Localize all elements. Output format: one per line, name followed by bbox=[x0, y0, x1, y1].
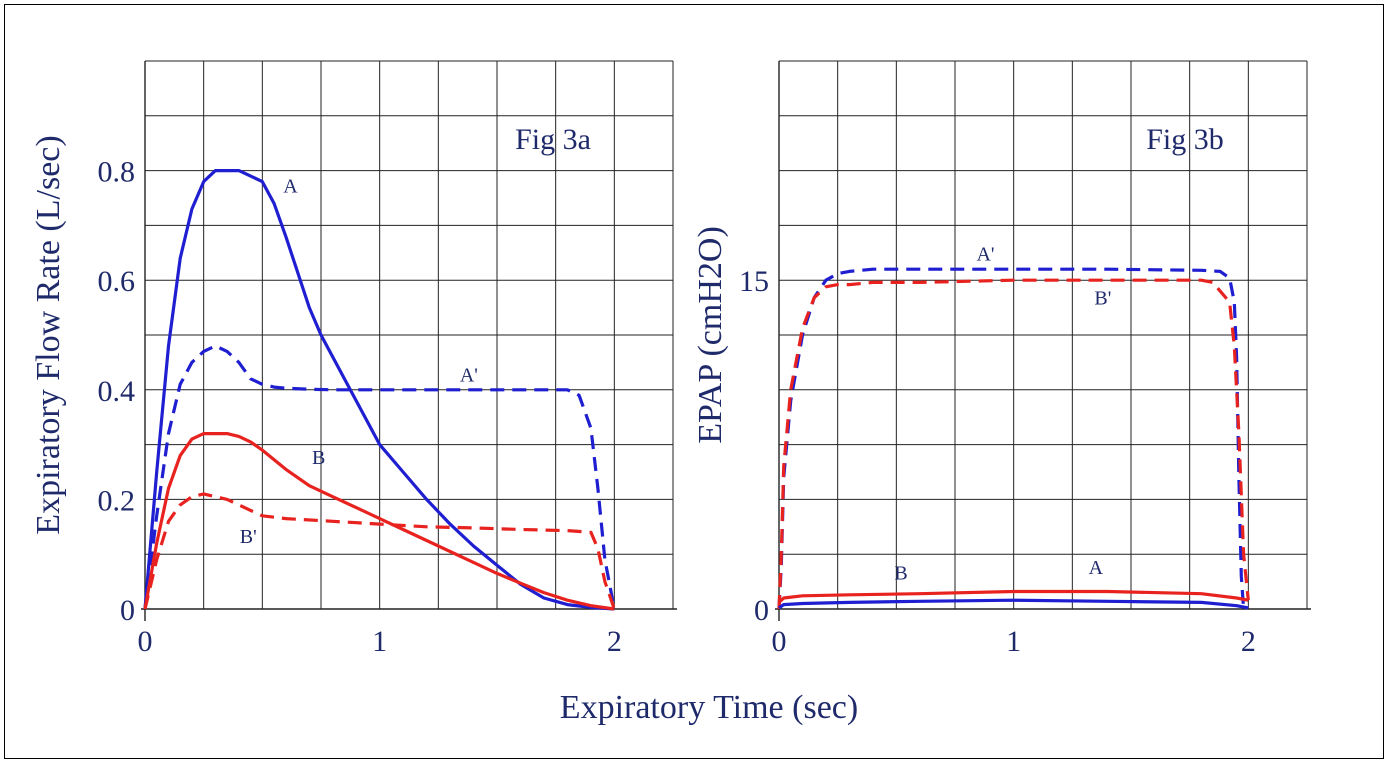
series-line-b-prime bbox=[143, 492, 616, 610]
x-tick-label: 2 bbox=[1241, 625, 1256, 658]
series-line-a-prime bbox=[777, 267, 1246, 610]
y-tick-label: 0.6 bbox=[98, 265, 136, 298]
series-line-b bbox=[143, 432, 615, 611]
x-tick-label: 0 bbox=[138, 625, 153, 658]
series-label-a: A bbox=[1089, 557, 1104, 579]
figure-svg: 0 1 2 0 0.2 0.4 0.6 0.8 Expiratory Flow Rate (L/… bbox=[30, 60, 1311, 726]
series-label-b: B bbox=[312, 447, 325, 469]
grid bbox=[144, 60, 674, 610]
series-line-a bbox=[143, 169, 615, 611]
series-label-b: B bbox=[894, 562, 907, 584]
y-tick-label: 0.8 bbox=[98, 156, 136, 189]
series-label-b-prime: B' bbox=[240, 526, 257, 548]
series-label-a: A bbox=[283, 176, 298, 198]
y-tick-label: 0.2 bbox=[98, 484, 136, 517]
x-tick-label: 0 bbox=[772, 625, 787, 658]
series-line-b-prime bbox=[777, 278, 1250, 610]
chart-title: Fig 3a bbox=[515, 123, 591, 156]
grid bbox=[778, 60, 1308, 610]
series-line-b bbox=[777, 589, 1249, 604]
x-tick-label: 2 bbox=[607, 625, 622, 658]
y-tick-label: 0 bbox=[754, 594, 769, 627]
series-label-a-prime: A' bbox=[976, 243, 994, 265]
series-label-b-prime: B' bbox=[1094, 287, 1111, 309]
y-axis-label: Expiratory Flow Rate (L/sec) bbox=[30, 135, 67, 534]
chart-fig-3a: 0 1 2 0 0.2 0.4 0.6 0.8 Expiratory Flow Rate (L/… bbox=[30, 60, 677, 658]
y-tick-label: 15 bbox=[739, 265, 769, 298]
x-axis-label: Expiratory Time (sec) bbox=[560, 689, 858, 726]
series-line-a bbox=[778, 598, 1249, 610]
x-tick-label: 1 bbox=[1006, 625, 1021, 658]
figure-frame: 0 1 2 0 0.2 0.4 0.6 0.8 Expiratory Flow Rate (L/… bbox=[4, 4, 1384, 759]
y-tick-label: 0 bbox=[120, 594, 135, 627]
chart-fig-3b: 0 1 2 0 15 EPAP (cmH2O) Fig 3b A' B' B A bbox=[692, 60, 1311, 658]
y-axis-label: EPAP (cmH2O) bbox=[692, 226, 729, 444]
y-tick-label: 0.4 bbox=[98, 375, 136, 408]
series-label-a-prime: A' bbox=[460, 365, 478, 387]
chart-title: Fig 3b bbox=[1146, 123, 1224, 156]
x-tick-label: 1 bbox=[372, 625, 387, 658]
series-line-a-prime bbox=[143, 344, 616, 610]
